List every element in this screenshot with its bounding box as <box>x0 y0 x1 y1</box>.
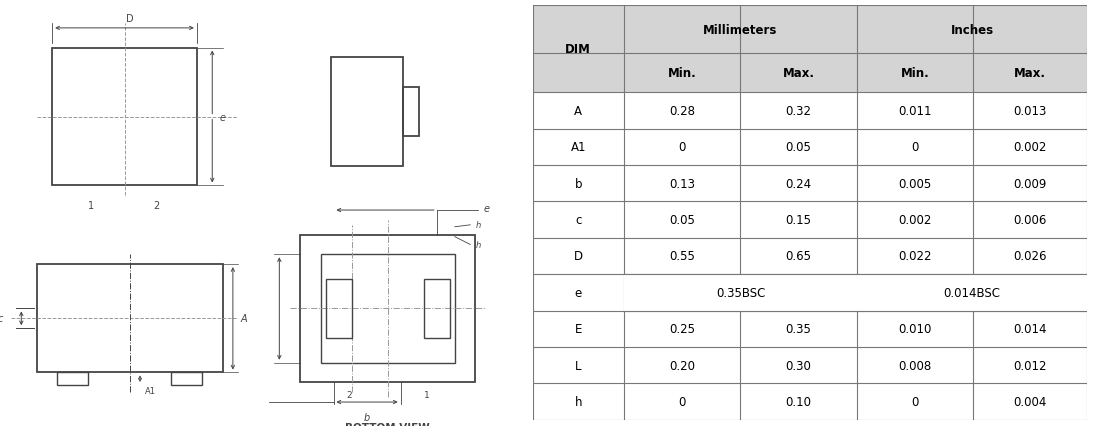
Text: 0.05: 0.05 <box>786 141 811 154</box>
Bar <box>330 58 403 166</box>
Text: 0.013: 0.013 <box>1013 105 1046 118</box>
Text: 0.28: 0.28 <box>670 105 695 118</box>
Text: 0.005: 0.005 <box>898 177 932 190</box>
Bar <box>321 255 455 363</box>
Text: 0.20: 0.20 <box>670 359 695 372</box>
Text: 0.05: 0.05 <box>670 213 695 227</box>
Text: e: e <box>483 203 490 213</box>
Text: A: A <box>574 105 582 118</box>
Text: Min.: Min. <box>668 67 696 80</box>
Text: E: E <box>574 322 582 335</box>
Bar <box>533 54 624 93</box>
Text: h: h <box>475 221 481 230</box>
Bar <box>856 54 973 93</box>
Text: 0.002: 0.002 <box>898 213 932 227</box>
Bar <box>171 373 202 385</box>
Bar <box>403 88 418 137</box>
Text: 0: 0 <box>911 141 919 154</box>
Bar <box>326 279 351 338</box>
Text: 0.32: 0.32 <box>786 105 811 118</box>
Text: Millimeters: Millimeters <box>704 24 777 37</box>
Text: h: h <box>475 240 481 249</box>
Text: Max.: Max. <box>783 67 815 80</box>
Text: c: c <box>575 213 582 227</box>
Text: A: A <box>240 314 247 324</box>
Text: c: c <box>0 314 3 324</box>
Text: 0.24: 0.24 <box>786 177 811 190</box>
Bar <box>856 6 973 54</box>
Text: D: D <box>574 250 583 263</box>
Text: BOTTOM VIEW: BOTTOM VIEW <box>346 422 430 426</box>
Text: 0.13: 0.13 <box>670 177 695 190</box>
Text: 0.35: 0.35 <box>786 322 811 335</box>
Text: 0.004: 0.004 <box>1013 395 1046 408</box>
Text: 0.25: 0.25 <box>670 322 695 335</box>
Text: 0.012: 0.012 <box>1013 359 1046 372</box>
Text: b: b <box>574 177 582 190</box>
Text: 0.010: 0.010 <box>898 322 932 335</box>
Text: DIM: DIM <box>565 43 591 56</box>
Text: L: L <box>575 359 582 372</box>
Text: 0.026: 0.026 <box>1013 250 1046 263</box>
Text: A1: A1 <box>145 386 156 395</box>
Text: 0.35BSC: 0.35BSC <box>716 286 765 299</box>
Bar <box>533 6 624 54</box>
Text: 0: 0 <box>679 395 686 408</box>
Bar <box>57 373 88 385</box>
Bar <box>856 274 1087 311</box>
Text: 0.30: 0.30 <box>786 359 811 372</box>
Text: e: e <box>574 286 582 299</box>
Text: 0.014BSC: 0.014BSC <box>943 286 1000 299</box>
Text: 1: 1 <box>424 390 429 399</box>
Text: h: h <box>574 395 582 408</box>
Text: 0.009: 0.009 <box>1013 177 1046 190</box>
Text: 0.55: 0.55 <box>670 250 695 263</box>
Text: 0.014: 0.014 <box>1013 322 1046 335</box>
Text: Inches: Inches <box>951 24 994 37</box>
Text: A1: A1 <box>571 141 586 154</box>
Text: b: b <box>363 412 370 422</box>
Bar <box>740 6 856 54</box>
Text: 0.011: 0.011 <box>898 105 932 118</box>
Bar <box>973 54 1087 93</box>
Bar <box>624 54 740 93</box>
Text: 0.022: 0.022 <box>898 250 932 263</box>
Bar <box>740 54 856 93</box>
Text: 1: 1 <box>88 201 94 211</box>
Bar <box>53 49 197 186</box>
Text: 0: 0 <box>911 395 919 408</box>
Bar <box>973 6 1087 54</box>
Text: D: D <box>126 14 134 24</box>
Bar <box>624 274 856 311</box>
Bar <box>624 6 740 54</box>
Text: 0.008: 0.008 <box>898 359 932 372</box>
Text: 0.15: 0.15 <box>786 213 811 227</box>
Text: 2: 2 <box>154 201 159 211</box>
Text: 0.65: 0.65 <box>786 250 811 263</box>
Text: e: e <box>220 112 226 122</box>
Text: Max.: Max. <box>1015 67 1046 80</box>
Text: 0: 0 <box>679 141 686 154</box>
Text: 0.10: 0.10 <box>786 395 811 408</box>
Bar <box>37 265 223 373</box>
Bar <box>300 235 475 383</box>
Text: Min.: Min. <box>900 67 930 80</box>
Bar <box>424 279 450 338</box>
Text: 2: 2 <box>346 390 351 399</box>
Text: 0.006: 0.006 <box>1013 213 1046 227</box>
Text: 0.002: 0.002 <box>1013 141 1046 154</box>
